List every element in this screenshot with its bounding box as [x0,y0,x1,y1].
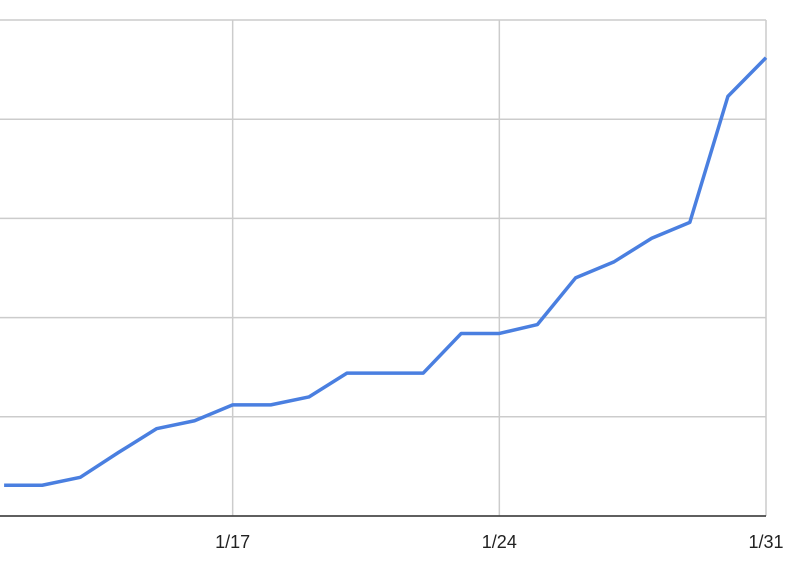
x-tick-label: 1/17 [215,532,250,552]
x-tick-label: 1/31 [748,532,783,552]
line-series [4,56,768,487]
x-tick-label: 1/24 [482,532,517,552]
